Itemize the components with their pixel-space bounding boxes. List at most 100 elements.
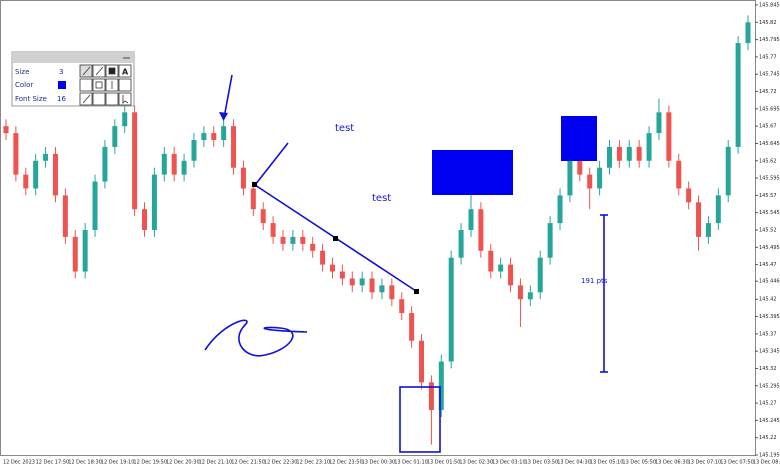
- candle-body: [557, 195, 563, 224]
- y-tick-label: 145.22: [759, 435, 777, 441]
- y-tick-label: 145.695: [759, 106, 780, 112]
- candle-body: [300, 236, 306, 244]
- x-tick-label: 13 Dec 01:50: [427, 460, 461, 466]
- rectangle: [561, 116, 597, 161]
- candle-body: [587, 174, 593, 189]
- candle-body: [270, 223, 276, 237]
- x-tick-label: 12 Dec 2023: [3, 460, 35, 466]
- candle-body: [191, 140, 197, 161]
- candle-body: [488, 250, 494, 272]
- candle-body: [715, 195, 721, 224]
- candle-body: [161, 153, 167, 175]
- candle-body: [112, 126, 118, 147]
- y-tick-label: 145.82: [759, 20, 777, 26]
- y-tick-label: 145.27: [759, 401, 777, 407]
- candle-body: [240, 167, 246, 189]
- x-tick-label: 13 Dec 08:30: [753, 460, 780, 466]
- y-tick-label: 145.245: [759, 418, 780, 424]
- tool-fill[interactable]: [92, 92, 106, 106]
- candle-body: [181, 160, 187, 175]
- candle-body: [290, 236, 296, 244]
- y-tick-label: 145.42: [759, 297, 777, 303]
- y-tick-label: 145.645: [759, 141, 780, 147]
- x-tick-label: 12 Dec 21:50: [231, 460, 265, 466]
- x-tick-label: 12 Dec 23:50: [329, 460, 363, 466]
- x-tick-label: 12 Dec 18:30: [68, 460, 102, 466]
- candle-body: [221, 126, 227, 140]
- candle-body: [280, 236, 286, 244]
- candle-body: [379, 285, 385, 293]
- tool-select[interactable]: [118, 92, 132, 106]
- y-tick-label: 145.77: [759, 54, 777, 60]
- y-tick-label: 145.745: [759, 72, 780, 78]
- font-size-value[interactable]: 16: [57, 95, 66, 103]
- handle: [414, 289, 419, 294]
- candle-body: [527, 292, 533, 300]
- y-tick-label: 145.795: [759, 37, 780, 43]
- tool-arrow[interactable]: [92, 64, 106, 78]
- candle-body: [33, 160, 39, 189]
- candle-body: [547, 223, 553, 258]
- candle-body: [359, 278, 365, 286]
- trend-line: [254, 142, 289, 186]
- x-tick-label: 12 Dec 19:10: [101, 460, 135, 466]
- handle: [333, 236, 338, 241]
- candle-body: [122, 112, 128, 127]
- tool-measure[interactable]: [105, 78, 119, 92]
- candle-body: [62, 195, 68, 237]
- candle-body: [369, 278, 375, 293]
- arrow-head: [219, 112, 228, 121]
- drawings: [204, 74, 608, 453]
- candle-body: [102, 146, 108, 182]
- candle-body: [448, 257, 454, 362]
- x-tick-label: 13 Dec 04:30: [557, 460, 591, 466]
- tool-frame[interactable]: [92, 78, 106, 92]
- font-size-label: Font Size: [15, 95, 47, 103]
- candle-body: [498, 264, 504, 272]
- tool-line[interactable]: [79, 92, 93, 106]
- candle-body: [389, 285, 395, 300]
- candle-body: [201, 133, 207, 140]
- candle-body: [735, 43, 741, 147]
- axes: 145.845 145.82 145.795 145.77 145.745 145.72 1…: [3, 3, 780, 466]
- y-tick-label: 145.295: [759, 383, 780, 389]
- candle-body: [52, 153, 58, 196]
- tool-text[interactable]: [118, 64, 132, 78]
- candle-body: [211, 133, 217, 140]
- candle-body: [636, 146, 642, 161]
- candle-body: [478, 209, 484, 251]
- tool-rect[interactable]: [105, 64, 119, 78]
- candle-body: [567, 146, 573, 196]
- candle-body: [419, 340, 425, 383]
- color-label: Color: [15, 81, 33, 89]
- y-tick-label: 145.446: [759, 279, 780, 285]
- candle-body: [339, 271, 345, 279]
- y-tick-label: 145.62: [759, 158, 777, 164]
- color-swatch[interactable]: [58, 81, 66, 89]
- x-tick-label: 12 Dec 20:30: [166, 460, 200, 466]
- x-tick-label: 12 Dec 17:50: [36, 460, 70, 466]
- candles: [3, 15, 751, 445]
- tool-eraser[interactable]: [79, 78, 93, 92]
- y-tick-label: 145.195: [759, 453, 780, 459]
- candle-body: [686, 188, 692, 203]
- candle-body: [399, 299, 405, 314]
- annotation: test: [372, 193, 391, 204]
- annotation: test: [335, 123, 354, 134]
- candle-body: [725, 146, 731, 196]
- size-label: Size: [15, 68, 29, 76]
- tool-brush[interactable]: [105, 92, 119, 106]
- candle-body: [656, 112, 662, 134]
- candle-body: [508, 264, 514, 286]
- x-tick-label: 12 Dec 19:50: [133, 460, 167, 466]
- y-tick-label: 145.67: [759, 124, 777, 130]
- y-tick-label: 145.72: [759, 89, 777, 95]
- candle-body: [517, 285, 523, 300]
- annotation: 191 pts: [581, 277, 608, 285]
- size-value[interactable]: 3: [59, 68, 63, 76]
- tool-text-icon: A: [122, 68, 129, 77]
- tool-delete[interactable]: [118, 78, 132, 92]
- x-tick-label: 12 Dec 21:10: [199, 460, 233, 466]
- y-tick-label: 145.395: [759, 314, 780, 320]
- candle-body: [82, 230, 88, 272]
